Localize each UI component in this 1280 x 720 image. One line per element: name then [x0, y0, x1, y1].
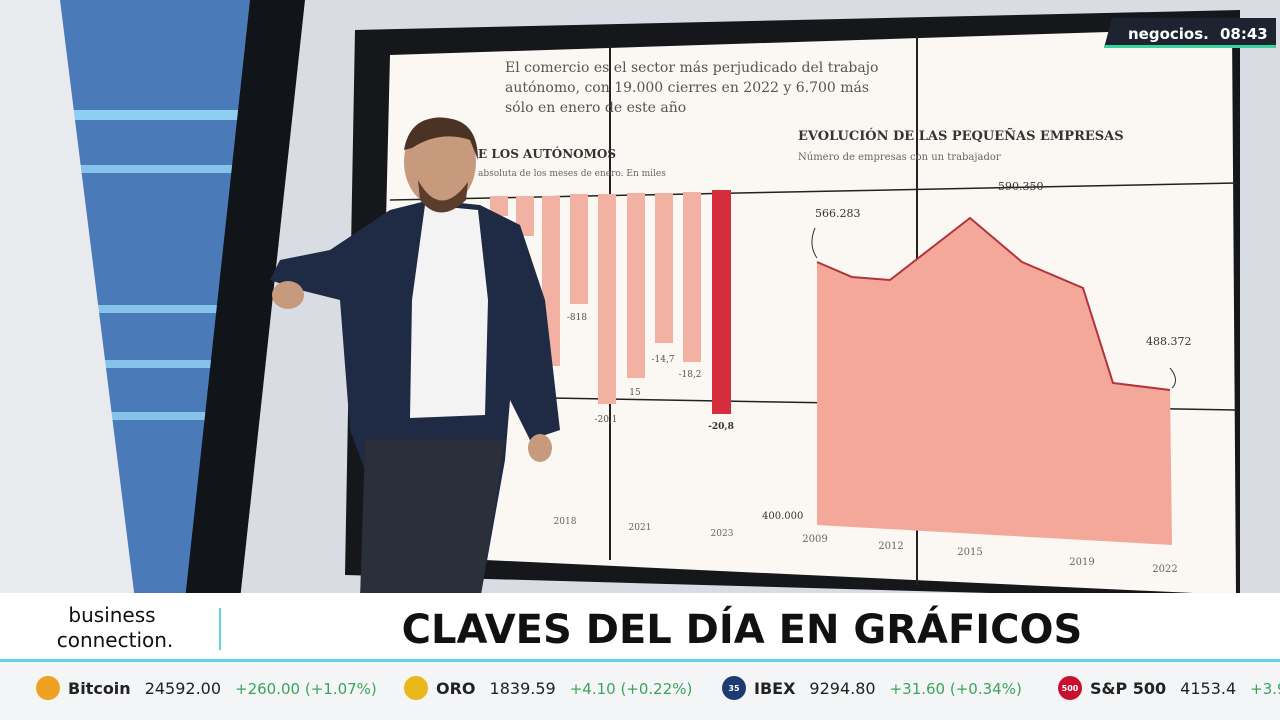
lower-third-headline: CLAVES DEL DÍA EN GRÁFICOS — [402, 605, 1083, 653]
studio-wall — [0, 0, 135, 600]
year-label: 2015 — [957, 547, 982, 558]
ticker-icon-text: 35 — [728, 684, 740, 693]
year-label: 2019 — [1069, 557, 1094, 568]
bar — [655, 193, 673, 343]
callout — [811, 227, 818, 259]
year-label: 2021 — [629, 523, 652, 533]
area-line — [816, 216, 1171, 391]
area-shape — [817, 218, 1172, 545]
bar-label: -818 — [567, 313, 587, 323]
clock: 08:43 — [1220, 25, 1268, 43]
ticker-price: 24592.00 — [145, 679, 221, 698]
left-chart-subtitle: absoluta de los meses de enero. En miles — [478, 169, 666, 179]
studio-light — [105, 412, 230, 420]
ticker: Bitcoin 24592.00 +260.00 (+1.07%) ORO 1839.5… — [36, 676, 1280, 700]
studio-pillar — [185, 0, 305, 600]
bar — [683, 192, 701, 362]
left-bars — [490, 190, 731, 414]
ticker-name: IBEX — [754, 679, 796, 698]
ticker-change: +31.60 (+0.34%) — [890, 680, 1022, 698]
bar-label: -18,2 — [678, 370, 701, 380]
bar-label: -14,7 — [651, 355, 674, 365]
ticker-change: +4.10 (+0.22%) — [570, 680, 693, 698]
show-name: connection. — [57, 628, 174, 652]
screen-headline: sólo en enero de este año — [505, 100, 686, 116]
year-label: 2023 — [711, 529, 734, 539]
lower-third — [0, 593, 1280, 663]
bar — [516, 196, 534, 236]
brand-accent — [1104, 45, 1276, 48]
area-baseline: 400.000 — [762, 511, 803, 522]
area-label: 590.350 — [998, 180, 1044, 193]
ticker-name: S&P 500 — [1090, 679, 1166, 698]
screen-headline: El comercio es el sector más perjudicado… — [505, 60, 878, 76]
ticker-icon — [36, 676, 60, 700]
year-label: 2022 — [1152, 564, 1177, 575]
studio-light — [100, 360, 230, 368]
bar-label: -20,8 — [708, 422, 734, 432]
ticker-name: ORO — [436, 679, 476, 698]
ticker-name: Bitcoin — [68, 679, 131, 698]
lower-third-accent — [0, 659, 1280, 662]
ticker-price: 9294.80 — [809, 679, 875, 698]
bar — [490, 196, 508, 216]
bar — [570, 194, 588, 304]
year-label: 2009 — [802, 534, 827, 545]
bar — [627, 193, 645, 378]
presenter — [270, 117, 560, 600]
brand-name: negocios. — [1128, 25, 1209, 43]
studio-light — [60, 165, 240, 173]
ticker-icon — [1058, 676, 1082, 700]
area-label: 488.372 — [1146, 335, 1192, 348]
ticker-icon-text: 500 — [1062, 684, 1079, 693]
bar-label: 15 — [629, 388, 641, 398]
ticker-change: +260.00 (+1.07%) — [235, 680, 377, 698]
year-label: 2018 — [554, 517, 577, 527]
ticker-price: 1839.59 — [490, 679, 556, 698]
ticker-icon — [722, 676, 746, 700]
right-chart-title: EVOLUCIÓN DE LAS PEQUEÑAS EMPRESAS — [798, 127, 1124, 144]
studio-light — [90, 305, 230, 313]
show-name: business — [68, 603, 155, 627]
screen-headline: autónomo, con 19.000 cierres en 2022 y 6… — [505, 80, 869, 96]
area-label: 566.283 — [815, 207, 861, 220]
year-label: 2012 — [878, 541, 903, 552]
ticker-icon — [404, 676, 428, 700]
left-chart-title: E LOS AUTÓNOMOS — [478, 145, 616, 161]
bar — [598, 194, 616, 404]
bar-highlight — [712, 190, 731, 414]
ticker-change: +3.9 — [1250, 680, 1280, 698]
brand-bug — [1104, 18, 1276, 48]
bar-label: -20,1 — [594, 415, 617, 425]
ticker-price: 4153.4 — [1180, 679, 1236, 698]
studio-light — [60, 110, 240, 120]
callout — [1169, 367, 1176, 389]
right-chart-subtitle: Número de empresas con un trabajador — [798, 152, 1001, 163]
